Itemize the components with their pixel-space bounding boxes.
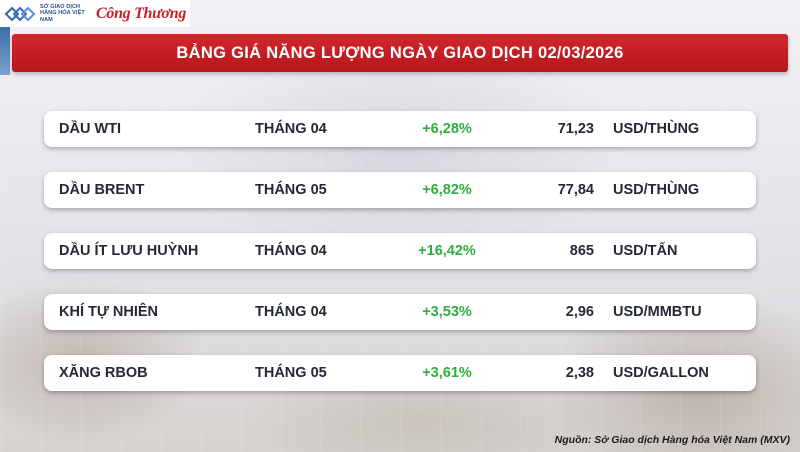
commodity-name: DẦU BRENT [59, 182, 145, 198]
price-change: +3,53% [422, 304, 472, 320]
table-row: KHÍ TỰ NHIÊN THÁNG 04 +3,53% 2,96 USD/MM… [44, 294, 756, 330]
price-value: 865 [569, 243, 594, 259]
commodity-name: XĂNG RBOB [59, 365, 148, 381]
logo-bar: SỞ GIAO DỊCH HÀNG HÓA VIỆT NAM Công Thươ… [0, 0, 190, 27]
table-row: XĂNG RBOB THÁNG 05 +3,61% 2,38 USD/GALLO… [44, 355, 756, 391]
mxv-logo-icon [4, 6, 36, 21]
price-unit: USD/GALLON [613, 365, 709, 381]
publisher-logo: Công Thương [96, 4, 187, 22]
source-note: Nguồn: Sở Giao dịch Hàng hóa Việt Nam (M… [554, 434, 790, 446]
page-title: BẢNG GIÁ NĂNG LƯỢNG NGÀY GIAO DỊCH 02/03… [176, 43, 624, 62]
title-banner: BẢNG GIÁ NĂNG LƯỢNG NGÀY GIAO DỊCH 02/03… [12, 34, 788, 72]
decorative-strip [0, 27, 10, 75]
price-value: 2,96 [565, 304, 594, 320]
table-row: DẦU BRENT THÁNG 05 +6,82% 77,84 USD/THÙN… [44, 172, 756, 208]
commodity-name: DẦU ÍT LƯU HUỲNH [59, 243, 199, 259]
price-unit: USD/THÙNG [613, 121, 700, 137]
exchange-logo-text: SỞ GIAO DỊCH HÀNG HÓA VIỆT NAM [40, 3, 85, 23]
contract-month: THÁNG 04 [255, 304, 327, 320]
price-value: 71,23 [557, 121, 594, 137]
price-change: +3,61% [422, 365, 472, 381]
contract-month: THÁNG 05 [255, 182, 327, 198]
price-value: 2,38 [565, 365, 594, 381]
contract-month: THÁNG 05 [255, 365, 327, 381]
commodity-name: KHÍ TỰ NHIÊN [59, 304, 159, 320]
commodity-name: DẦU WTI [59, 121, 122, 137]
price-unit: USD/MMBTU [613, 304, 702, 320]
price-change: +6,28% [422, 121, 472, 137]
price-unit: USD/THÙNG [613, 182, 700, 198]
table-row: DẦU ÍT LƯU HUỲNH THÁNG 04 +16,42% 865 US… [44, 233, 756, 269]
price-change: +16,42% [418, 243, 476, 259]
contract-month: THÁNG 04 [255, 121, 327, 137]
price-unit: USD/TẤN [613, 243, 678, 259]
price-change: +6,82% [422, 182, 472, 198]
contract-month: THÁNG 04 [255, 243, 327, 259]
price-value: 77,84 [557, 182, 594, 198]
table-row: DẦU WTI THÁNG 04 +6,28% 71,23 USD/THÙNG [44, 111, 756, 147]
